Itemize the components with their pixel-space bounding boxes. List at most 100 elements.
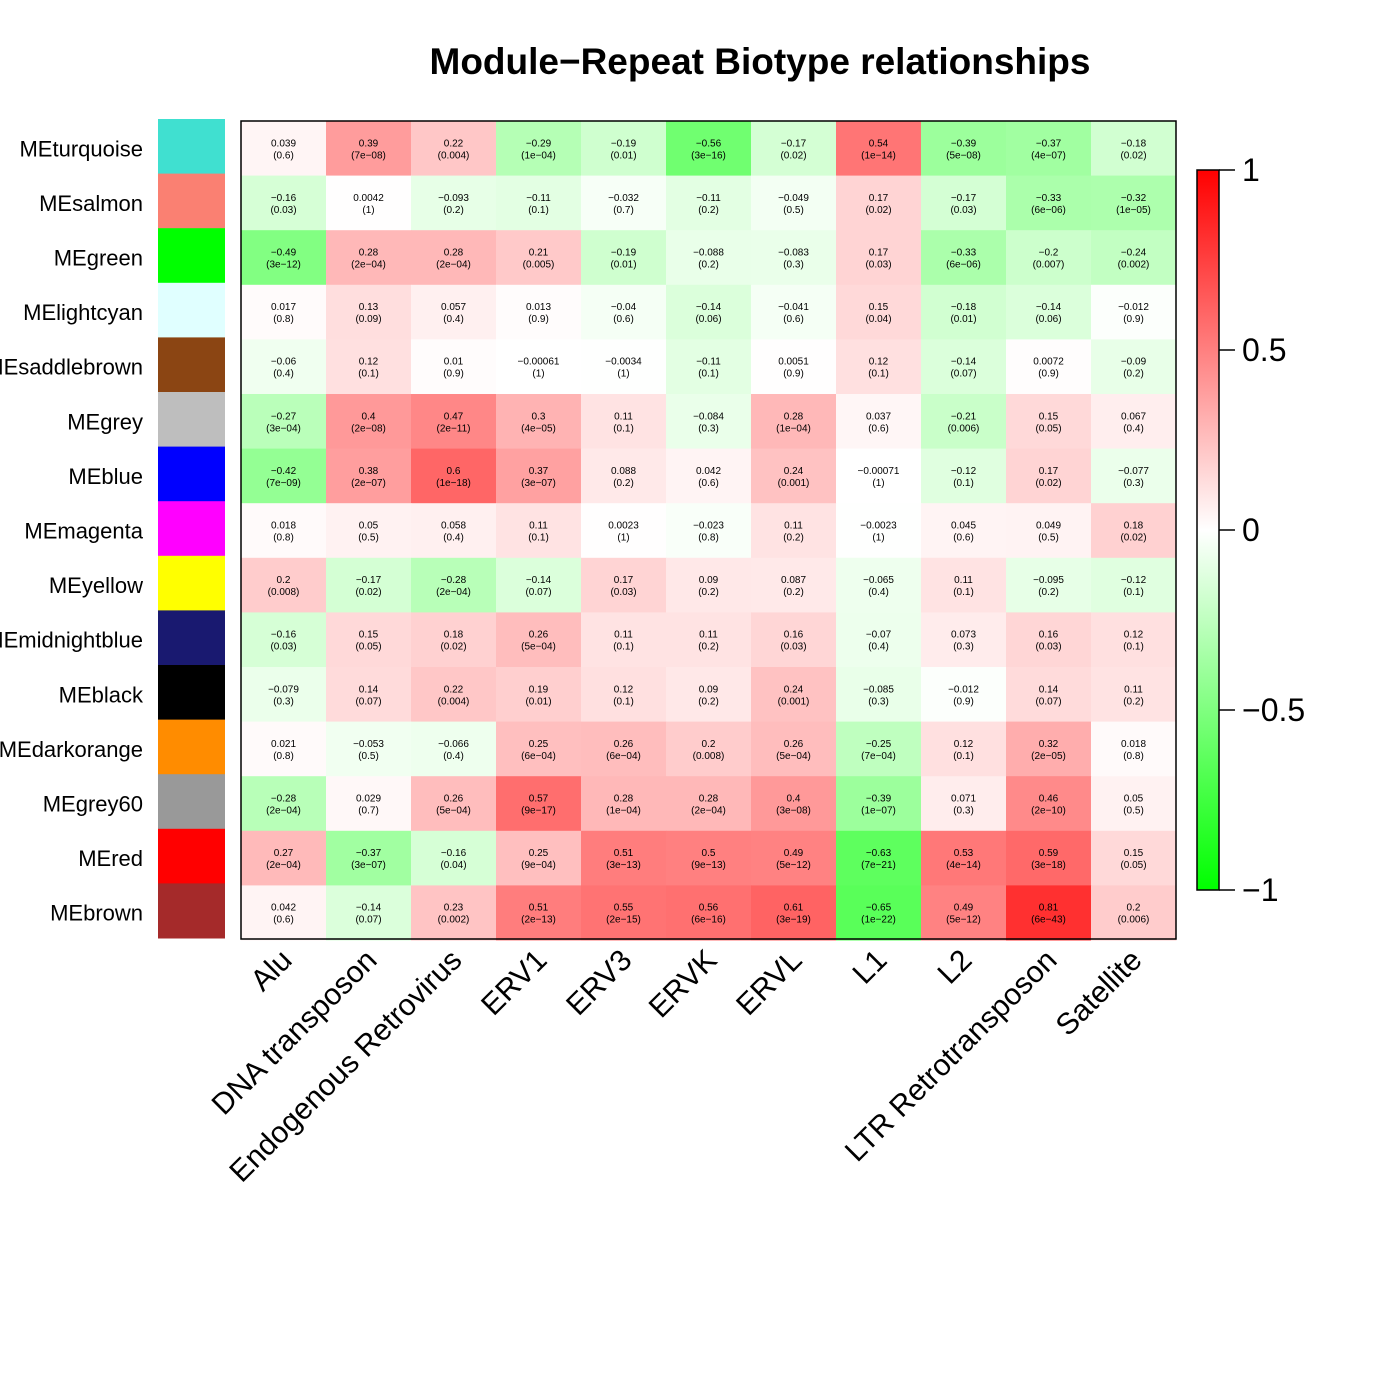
legend-tick-label: 1 xyxy=(1242,152,1260,188)
row-label: MEsalmon xyxy=(39,191,143,216)
heatmap-cell xyxy=(751,121,837,177)
cell-pvalue: (0.1) xyxy=(1123,587,1144,598)
heatmap-cell xyxy=(836,448,922,504)
cell-pvalue: (0.1) xyxy=(698,369,719,380)
cell-correlation: 0.24 xyxy=(784,466,804,477)
cell-pvalue: (0.8) xyxy=(698,533,719,544)
cell-correlation: 0.16 xyxy=(784,630,804,641)
cell-pvalue: (4e−14) xyxy=(946,860,981,871)
cell-pvalue: (1) xyxy=(872,478,884,489)
module-swatch xyxy=(158,392,225,448)
cell-pvalue: (0.07) xyxy=(525,587,551,598)
cell-correlation: 0.16 xyxy=(1039,630,1059,641)
cell-pvalue: (0.02) xyxy=(1120,150,1146,161)
cell-pvalue: (0.4) xyxy=(1123,423,1144,434)
cell-correlation: 0.087 xyxy=(781,575,806,586)
cell-correlation: 0.11 xyxy=(954,575,973,586)
heatmap-cell xyxy=(836,612,922,668)
cell-correlation: 0.49 xyxy=(784,848,804,859)
row-label: MEyellow xyxy=(49,573,143,598)
heatmap-cell xyxy=(496,230,582,286)
cell-pvalue: (0.001) xyxy=(778,696,810,707)
cell-correlation: 0.55 xyxy=(614,903,634,914)
cell-correlation: −0.085 xyxy=(863,684,894,695)
heatmap-cell xyxy=(921,284,1007,340)
cell-pvalue: (0.8) xyxy=(273,533,294,544)
heatmap-cell xyxy=(241,448,327,504)
heatmap-cell xyxy=(326,503,412,559)
row-label: MEgrey60 xyxy=(43,792,143,817)
heatmap-cell xyxy=(496,175,582,231)
cell-pvalue: (0.6) xyxy=(273,915,294,926)
heatmap-cell xyxy=(836,339,922,395)
module-swatch xyxy=(158,883,225,939)
cell-pvalue: (0.005) xyxy=(523,260,555,271)
heatmap-cell xyxy=(581,830,667,886)
cell-correlation: −0.21 xyxy=(951,411,977,422)
cell-correlation: −0.065 xyxy=(863,575,894,586)
heatmap-cell xyxy=(326,230,412,286)
cell-pvalue: (0.8) xyxy=(273,751,294,762)
cell-correlation: −0.39 xyxy=(951,138,977,149)
cell-pvalue: (0.1) xyxy=(613,642,634,653)
heatmap-cell xyxy=(241,121,327,177)
cell-pvalue: (0.004) xyxy=(438,696,470,707)
cell-pvalue: (2e−08) xyxy=(351,423,386,434)
heatmap-cell xyxy=(326,557,412,613)
heatmap-cell xyxy=(241,612,327,668)
heatmap-cell xyxy=(1006,612,1092,668)
cell-pvalue: (0.6) xyxy=(698,478,719,489)
cell-pvalue: (3e−16) xyxy=(691,150,726,161)
module-swatch xyxy=(158,446,225,502)
column-label: L2 xyxy=(932,944,979,991)
cell-pvalue: (0.1) xyxy=(1123,642,1144,653)
cell-pvalue: (0.6) xyxy=(613,314,634,325)
cell-pvalue: (0.2) xyxy=(698,205,719,216)
heatmap-cell xyxy=(1006,394,1092,450)
module-swatch xyxy=(158,719,225,775)
heatmap-cell xyxy=(411,394,497,450)
row-label: MEmidnightblue xyxy=(0,628,143,653)
column-label: ERVL xyxy=(730,944,808,1022)
heatmap-cell xyxy=(241,339,327,395)
heatmap-cell xyxy=(411,776,497,832)
cell-correlation: 0.26 xyxy=(529,630,549,641)
heatmap-cell xyxy=(836,830,922,886)
heatmap-cell xyxy=(921,885,1007,941)
heatmap-cell xyxy=(751,230,837,286)
heatmap-cell xyxy=(581,557,667,613)
cell-correlation: −0.11 xyxy=(696,193,721,204)
cell-correlation: −0.012 xyxy=(948,684,979,695)
cell-pvalue: (1e−04) xyxy=(606,806,641,817)
heatmap-cell xyxy=(326,284,412,340)
heatmap-cell xyxy=(1006,175,1092,231)
heatmap-cell xyxy=(581,448,667,504)
cell-correlation: 0.045 xyxy=(951,521,976,532)
cell-pvalue: (2e−05) xyxy=(1031,751,1066,762)
heatmap-cell xyxy=(326,776,412,832)
cell-pvalue: (0.4) xyxy=(443,751,464,762)
heatmap-cell xyxy=(921,394,1007,450)
heatmap-cell xyxy=(666,830,752,886)
cell-correlation: 0.09 xyxy=(699,684,719,695)
cell-pvalue: (0.1) xyxy=(528,533,549,544)
module-swatch xyxy=(158,774,225,830)
cell-correlation: −0.083 xyxy=(778,248,809,259)
cell-pvalue: (7e−21) xyxy=(861,860,896,871)
heatmap-cell xyxy=(581,776,667,832)
cell-pvalue: (0.007) xyxy=(1033,260,1065,271)
cell-correlation: 0.53 xyxy=(954,848,974,859)
heatmap-cell xyxy=(921,121,1007,177)
heatmap-cell xyxy=(921,339,1007,395)
cell-correlation: 0.28 xyxy=(614,794,634,805)
cell-correlation: −0.19 xyxy=(611,138,637,149)
cell-pvalue: (6e−16) xyxy=(691,915,726,926)
row-label: MEdarkorange xyxy=(0,737,143,762)
heatmap-cell xyxy=(411,885,497,941)
cell-pvalue: (0.002) xyxy=(438,915,470,926)
cell-pvalue: (4e−05) xyxy=(521,423,556,434)
cell-pvalue: (9e−17) xyxy=(521,806,556,817)
row-label: MEred xyxy=(78,846,143,871)
cell-pvalue: (5e−12) xyxy=(776,860,811,871)
cell-pvalue: (0.4) xyxy=(273,369,294,380)
